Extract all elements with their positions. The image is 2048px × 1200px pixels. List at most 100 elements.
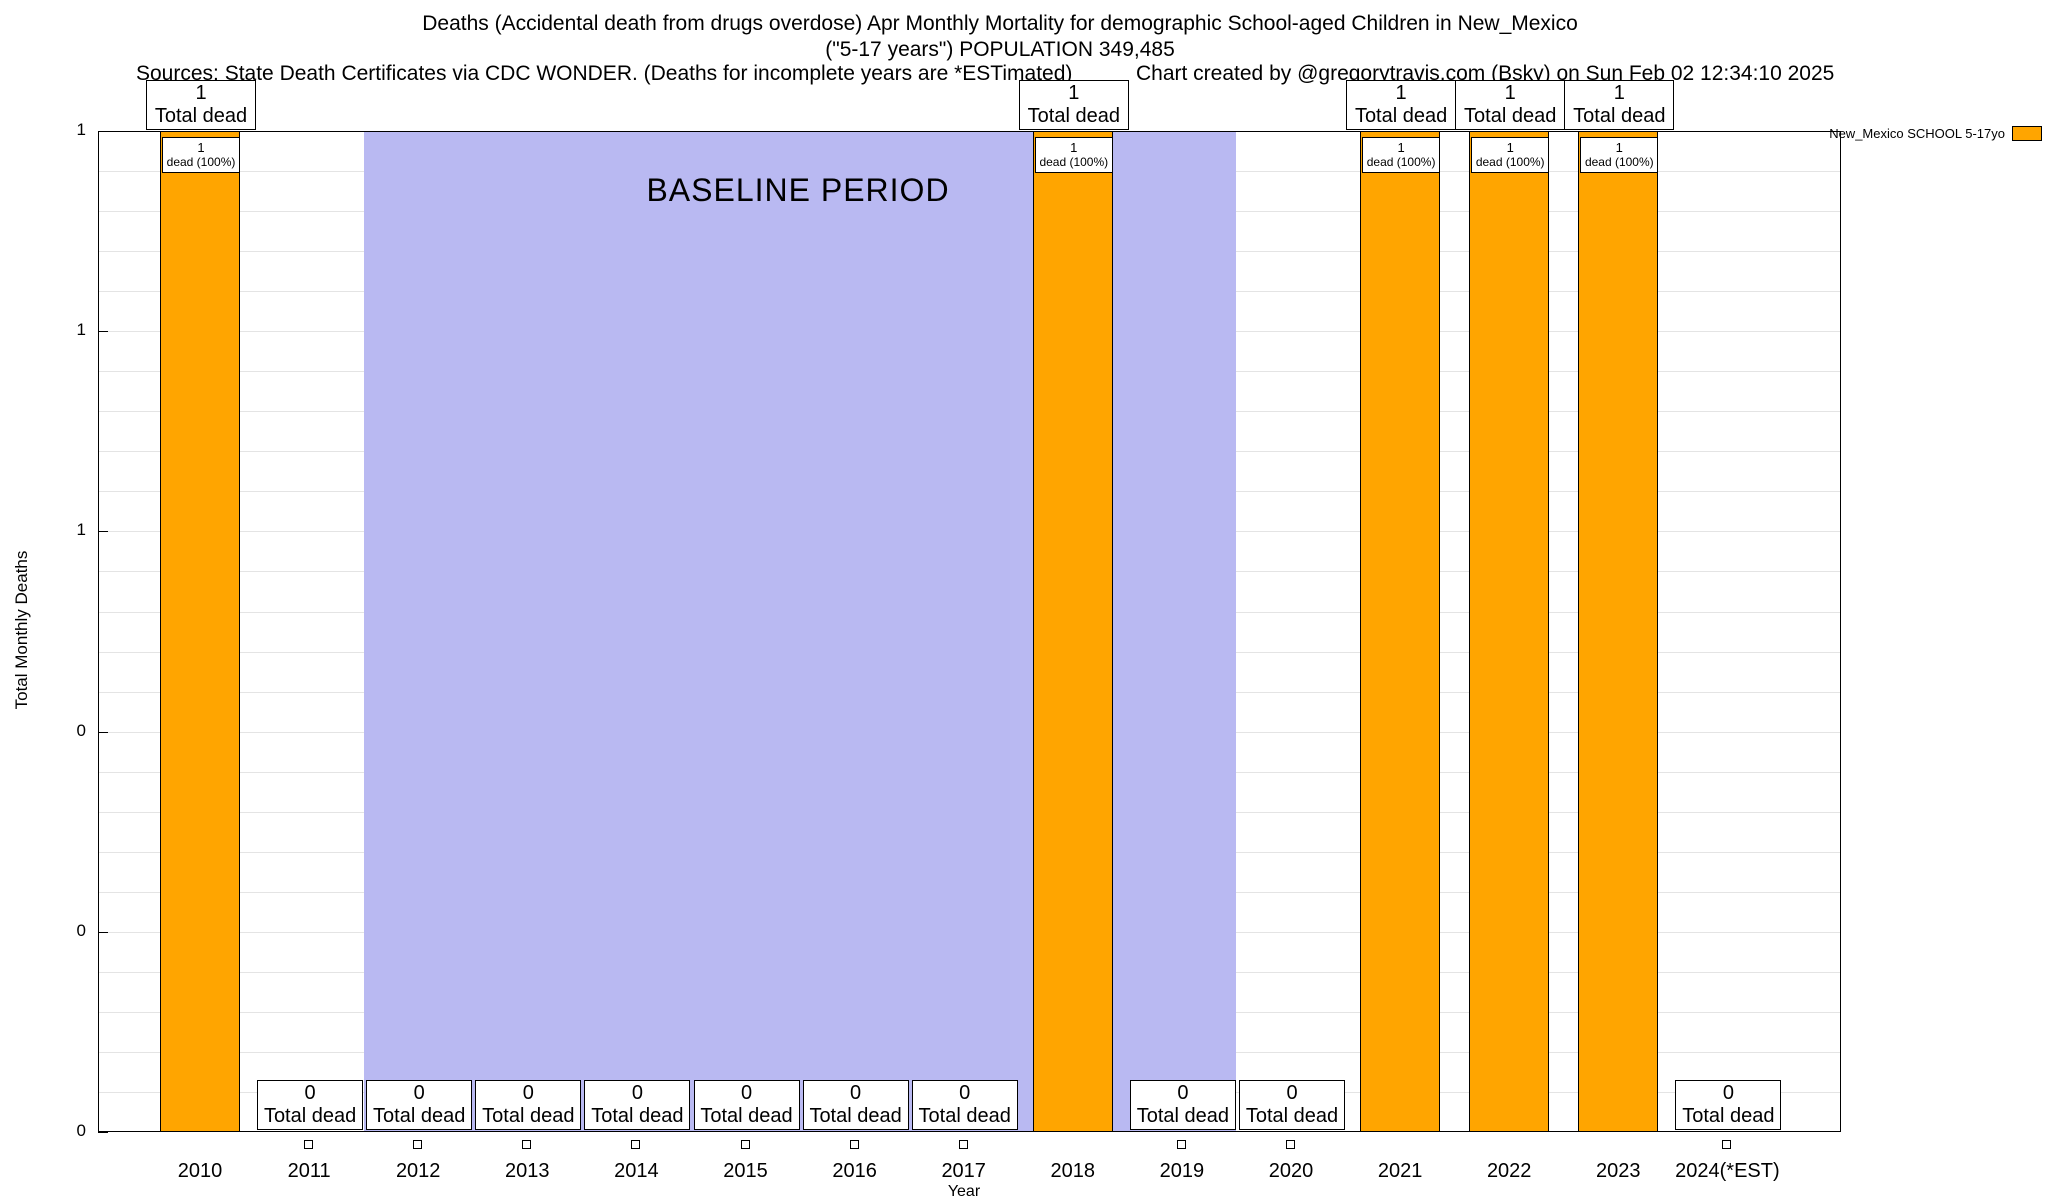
bar [1360, 131, 1441, 1132]
bar-value-box: 1 dead (100%) [1471, 137, 1550, 173]
y-axis-title: Total Monthly Deaths [12, 550, 31, 710]
y-tick-mark [98, 931, 108, 933]
total-dead-label: Total dead [918, 1105, 1011, 1127]
y-tick-label: 1 [76, 120, 86, 139]
total-dead-label: Total dead [1245, 1105, 1339, 1127]
zero-marker [413, 1140, 423, 1149]
total-dead-box: 1 Total dead [1018, 80, 1129, 130]
total-dead-count: 1 [195, 82, 207, 104]
total-dead-box: 0 Total dead [257, 1080, 364, 1130]
bar-value-line: 1 [197, 140, 205, 155]
bar-value-box: 1 dead (100%) [1362, 137, 1441, 173]
total-dead-label: Total dead [263, 1105, 357, 1127]
total-dead-label: Total dead [1354, 105, 1448, 127]
baseline-period-label: BASELINE PERIOD [646, 172, 950, 208]
x-tick-label: 2011 [287, 1160, 331, 1182]
total-dead-box: 1 Total dead [1564, 80, 1675, 130]
chart-title-line2: ("5-17 years") POPULATION 349,485 [825, 38, 1175, 61]
bar [1578, 131, 1659, 1132]
bar-pct-line: dead (100%) [1366, 155, 1436, 169]
total-dead-label: Total dead [482, 1105, 575, 1127]
total-dead-box: 1 Total dead [146, 80, 256, 130]
bar-value-line: 1 [1397, 140, 1405, 155]
total-dead-count: 1 [1504, 82, 1516, 104]
bar-value-box: 1 dead (100%) [1034, 137, 1113, 173]
total-dead-box: 0 Total dead [1675, 1080, 1782, 1130]
bar-value-line: 1 [1506, 140, 1514, 155]
bar-pct-line: dead (100%) [166, 155, 236, 169]
y-tick-label: 0 [76, 720, 86, 740]
total-dead-count: 0 [740, 1082, 753, 1104]
total-dead-count: 1 [1395, 82, 1407, 104]
bar-pct-line: dead (100%) [1584, 155, 1654, 169]
zero-marker [1722, 1140, 1732, 1149]
total-dead-count: 0 [304, 1082, 316, 1104]
x-tick-label: 2014 [614, 1160, 659, 1182]
total-dead-count: 0 [1286, 1082, 1298, 1104]
x-tick-label: 2012 [395, 1160, 441, 1182]
total-dead-box: 0 Total dead [693, 1080, 800, 1130]
total-dead-count: 0 [850, 1082, 862, 1104]
y-tick-mark [98, 131, 108, 132]
bar-value-line: 1 [1070, 140, 1078, 155]
total-dead-label: Total dead [1136, 1105, 1230, 1127]
bar-pct-line: dead (100%) [1039, 155, 1109, 169]
total-dead-label: Total dead [591, 1105, 684, 1127]
x-tick-label: 2016 [832, 1160, 877, 1182]
legend: New_Mexico SCHOOL 5-17yo [1829, 126, 2042, 141]
chart-title-line1: Deaths (Accidental death from drugs over… [422, 12, 1578, 35]
total-dead-label: Total dead [809, 1105, 902, 1127]
y-tick-mark [98, 331, 108, 333]
total-dead-label: Total dead [1573, 105, 1666, 127]
total-dead-box: 0 Total dead [1239, 1080, 1345, 1130]
bar [1469, 131, 1550, 1132]
total-dead-count: 0 [1177, 1082, 1189, 1104]
zero-marker [304, 1140, 314, 1149]
total-dead-count: 0 [959, 1082, 971, 1104]
total-dead-box: 0 Total dead [911, 1080, 1018, 1130]
total-dead-box: 0 Total dead [584, 1080, 691, 1130]
x-tick-label: 2019 [1159, 1160, 1205, 1182]
total-dead-label: Total dead [154, 105, 248, 127]
total-dead-label: Total dead [373, 1105, 466, 1127]
bar-value-line: 1 [1615, 140, 1623, 155]
x-tick-label: 2013 [505, 1160, 550, 1182]
x-tick-label: 2018 [1050, 1160, 1096, 1182]
bar [1032, 131, 1113, 1132]
zero-marker [958, 1140, 968, 1149]
total-dead-label: Total dead [700, 1105, 793, 1127]
total-dead-label: Total dead [1464, 105, 1557, 127]
y-tick-label: 0 [76, 920, 86, 940]
legend-label: New_Mexico SCHOOL 5-17yo [1829, 126, 2005, 141]
total-dead-label: Total dead [1027, 105, 1120, 127]
x-tick-label: 2024(*EST) [1675, 1160, 1780, 1182]
y-tick-mark [98, 731, 108, 733]
total-dead-label: Total dead [1682, 1105, 1775, 1127]
total-dead-count: 0 [631, 1082, 643, 1104]
x-axis-title: Year [947, 1183, 981, 1200]
zero-marker [740, 1140, 750, 1149]
total-dead-box: 0 Total dead [366, 1080, 473, 1130]
zero-marker [1176, 1140, 1186, 1149]
total-dead-box: 1 Total dead [1346, 80, 1457, 130]
total-dead-box: 0 Total dead [475, 1080, 582, 1130]
y-tick-label: 1 [76, 320, 86, 340]
x-tick-label: 2015 [723, 1160, 768, 1182]
x-tick-label: 2010 [177, 1160, 223, 1182]
total-dead-count: 0 [413, 1082, 425, 1104]
y-tick-mark [98, 1132, 108, 1133]
x-tick-label: 2023 [1596, 1160, 1641, 1182]
total-dead-box: 1 Total dead [1455, 80, 1566, 130]
x-tick-label: 2020 [1268, 1160, 1314, 1182]
y-tick-mark [98, 531, 108, 533]
total-dead-count: 1 [1068, 82, 1080, 104]
bar-value-box: 1 dead (100%) [1580, 137, 1659, 173]
bar-pct-line: dead (100%) [1475, 155, 1545, 169]
bar [160, 131, 240, 1132]
total-dead-box: 0 Total dead [1129, 1080, 1236, 1130]
zero-marker [631, 1140, 641, 1149]
x-tick-label: 2017 [941, 1160, 986, 1182]
bar-value-box: 1 dead (100%) [162, 137, 240, 173]
total-dead-count: 0 [1722, 1082, 1734, 1104]
